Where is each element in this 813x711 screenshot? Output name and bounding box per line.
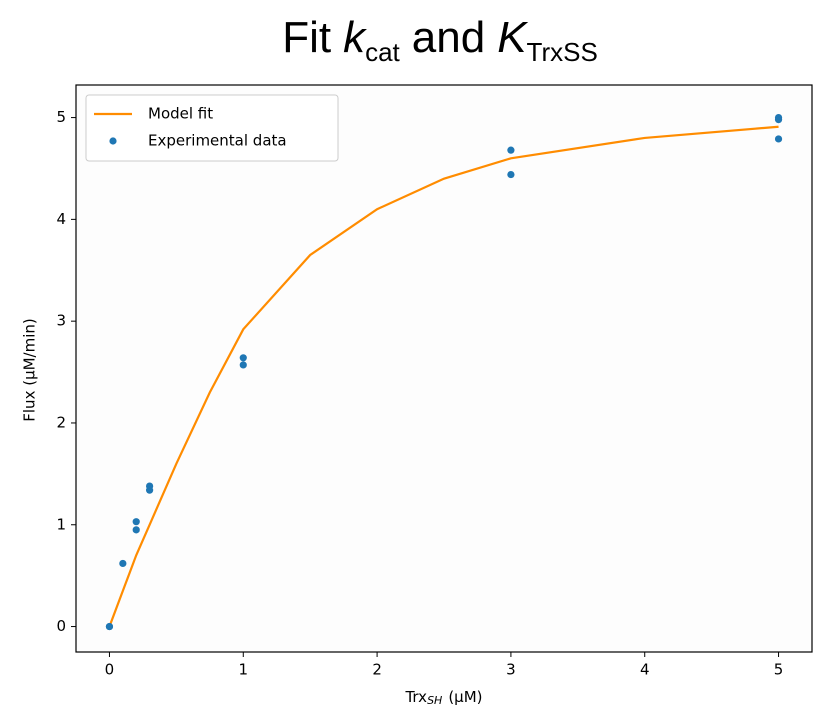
data-point	[507, 146, 515, 154]
title-part: TrxSS	[527, 37, 598, 67]
chart-title: Fit kcat and KTrxSS	[282, 13, 598, 67]
data-point	[507, 170, 515, 179]
data-point	[132, 518, 140, 526]
data-point	[146, 486, 154, 494]
data-point	[239, 361, 247, 369]
x-label-part: SH	[427, 694, 442, 707]
data-point	[774, 116, 783, 124]
data-point	[774, 135, 783, 143]
x-tick-label: 1	[238, 661, 248, 679]
y-axis-label: Flux (μM/min)	[21, 318, 39, 421]
x-tick-label: 0	[105, 661, 115, 679]
title-part: K	[497, 13, 528, 62]
x-tick-label: 4	[640, 661, 650, 679]
title-part: cat	[365, 37, 400, 67]
y-tick-label: 3	[56, 312, 66, 330]
x-label-part: (μM)	[448, 688, 482, 706]
x-label-part: Trx	[404, 688, 427, 706]
data-point	[105, 622, 114, 631]
x-tick-label: 2	[372, 661, 382, 679]
x-axis-label: TrxSH (μM)	[404, 688, 482, 708]
data-point	[239, 354, 247, 362]
x-tick-label: 5	[774, 661, 784, 679]
data-point	[119, 559, 127, 568]
data-point	[132, 526, 140, 534]
legend-label: Model fit	[148, 105, 213, 123]
y-tick-label: 5	[56, 108, 66, 126]
x-tick-label: 3	[506, 661, 516, 679]
title-part: k	[343, 13, 367, 62]
title-part: and	[412, 13, 485, 62]
y-tick-label: 4	[56, 210, 66, 228]
y-tick-label: 1	[56, 515, 66, 533]
title-part: Fit	[282, 13, 331, 62]
legend-label: Experimental data	[148, 132, 287, 150]
fit-line	[108, 125, 779, 627]
y-tick-label: 0	[56, 617, 66, 635]
plot-area	[75, 84, 813, 653]
legend-box	[85, 94, 339, 162]
legend-swatch	[109, 137, 117, 145]
y-tick-label: 2	[56, 413, 66, 431]
